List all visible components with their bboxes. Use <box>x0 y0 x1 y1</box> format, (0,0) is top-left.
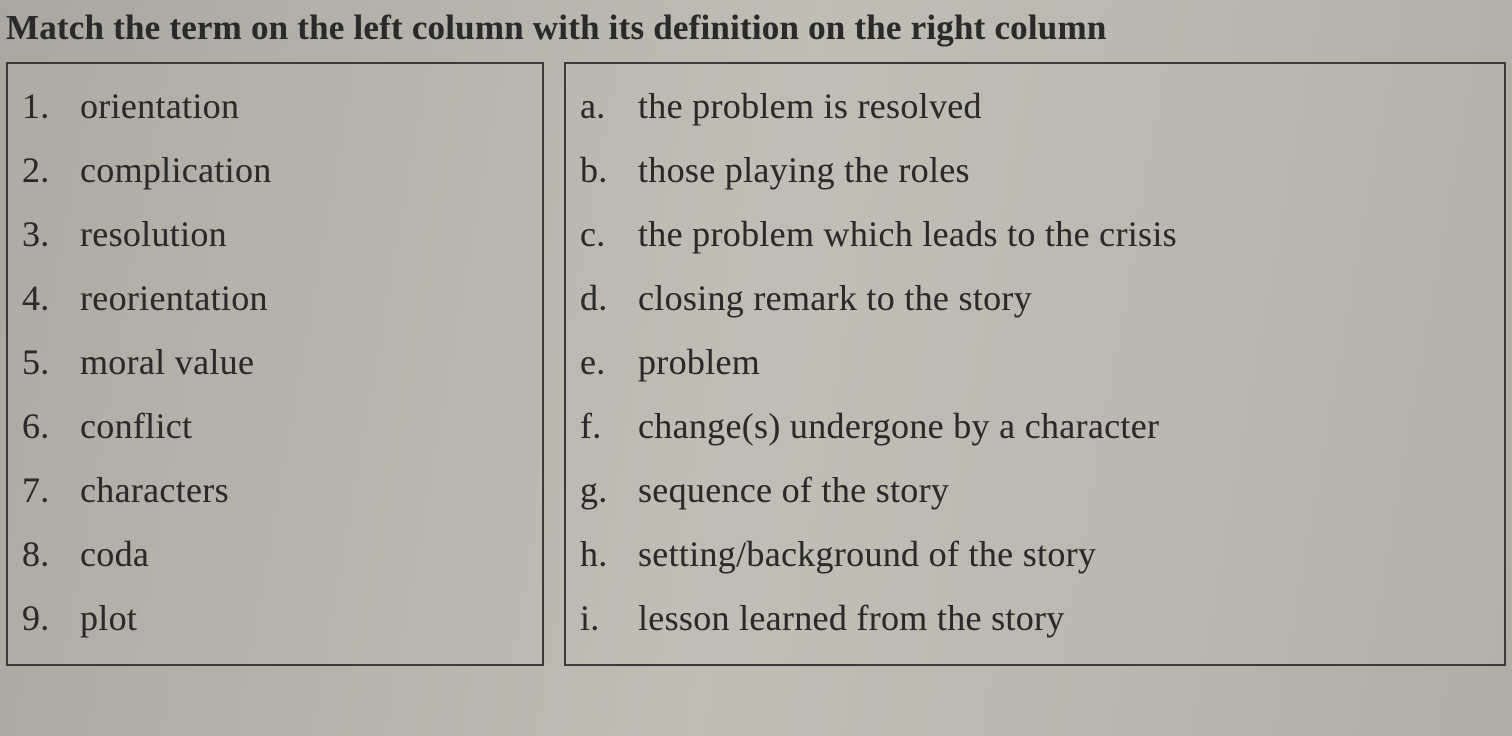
definition-text: closing remark to the story <box>638 280 1490 316</box>
list-item: 7. characters <box>22 458 528 522</box>
definition-text: sequence of the story <box>638 472 1490 508</box>
term-marker: 6. <box>22 408 80 444</box>
definitions-box: a. the problem is resolved b. those play… <box>564 62 1506 666</box>
list-item: f. change(s) undergone by a character <box>580 394 1490 458</box>
definition-text: those playing the roles <box>638 152 1490 188</box>
list-item: 3. resolution <box>22 202 528 266</box>
definition-text: problem <box>638 344 1490 380</box>
term-text: orientation <box>80 88 528 124</box>
term-marker: 4. <box>22 280 80 316</box>
term-text: reorientation <box>80 280 528 316</box>
columns-wrapper: 1. orientation 2. complication 3. resolu… <box>0 62 1512 666</box>
definition-text: change(s) undergone by a character <box>638 408 1490 444</box>
list-item: h. setting/background of the story <box>580 522 1490 586</box>
list-item: 2. complication <box>22 138 528 202</box>
term-text: conflict <box>80 408 528 444</box>
terms-box: 1. orientation 2. complication 3. resolu… <box>6 62 544 666</box>
list-item: 6. conflict <box>22 394 528 458</box>
definition-marker: d. <box>580 280 638 316</box>
term-text: complication <box>80 152 528 188</box>
list-item: 4. reorientation <box>22 266 528 330</box>
list-item: c. the problem which leads to the crisis <box>580 202 1490 266</box>
definition-marker: f. <box>580 408 638 444</box>
list-item: a. the problem is resolved <box>580 74 1490 138</box>
term-text: moral value <box>80 344 528 380</box>
list-item: e. problem <box>580 330 1490 394</box>
list-item: 5. moral value <box>22 330 528 394</box>
term-text: resolution <box>80 216 528 252</box>
term-text: coda <box>80 536 528 572</box>
list-item: i. lesson learned from the story <box>580 586 1490 650</box>
definition-marker: a. <box>580 88 638 124</box>
term-marker: 9. <box>22 600 80 636</box>
list-item: d. closing remark to the story <box>580 266 1490 330</box>
term-marker: 1. <box>22 88 80 124</box>
list-item: 8. coda <box>22 522 528 586</box>
term-marker: 7. <box>22 472 80 508</box>
list-item: 9. plot <box>22 586 528 650</box>
definition-text: the problem which leads to the crisis <box>638 216 1490 252</box>
term-marker: 2. <box>22 152 80 188</box>
definition-marker: c. <box>580 216 638 252</box>
definition-text: setting/background of the story <box>638 536 1490 572</box>
instruction-heading: Match the term on the left column with i… <box>0 8 1512 62</box>
definition-marker: i. <box>580 600 638 636</box>
definition-marker: e. <box>580 344 638 380</box>
term-marker: 8. <box>22 536 80 572</box>
definition-text: lesson learned from the story <box>638 600 1490 636</box>
list-item: g. sequence of the story <box>580 458 1490 522</box>
list-item: b. those playing the roles <box>580 138 1490 202</box>
term-text: characters <box>80 472 528 508</box>
definition-marker: g. <box>580 472 638 508</box>
term-text: plot <box>80 600 528 636</box>
definition-marker: b. <box>580 152 638 188</box>
term-marker: 5. <box>22 344 80 380</box>
worksheet-page: Match the term on the left column with i… <box>0 0 1512 736</box>
term-marker: 3. <box>22 216 80 252</box>
list-item: 1. orientation <box>22 74 528 138</box>
definition-marker: h. <box>580 536 638 572</box>
definition-text: the problem is resolved <box>638 88 1490 124</box>
